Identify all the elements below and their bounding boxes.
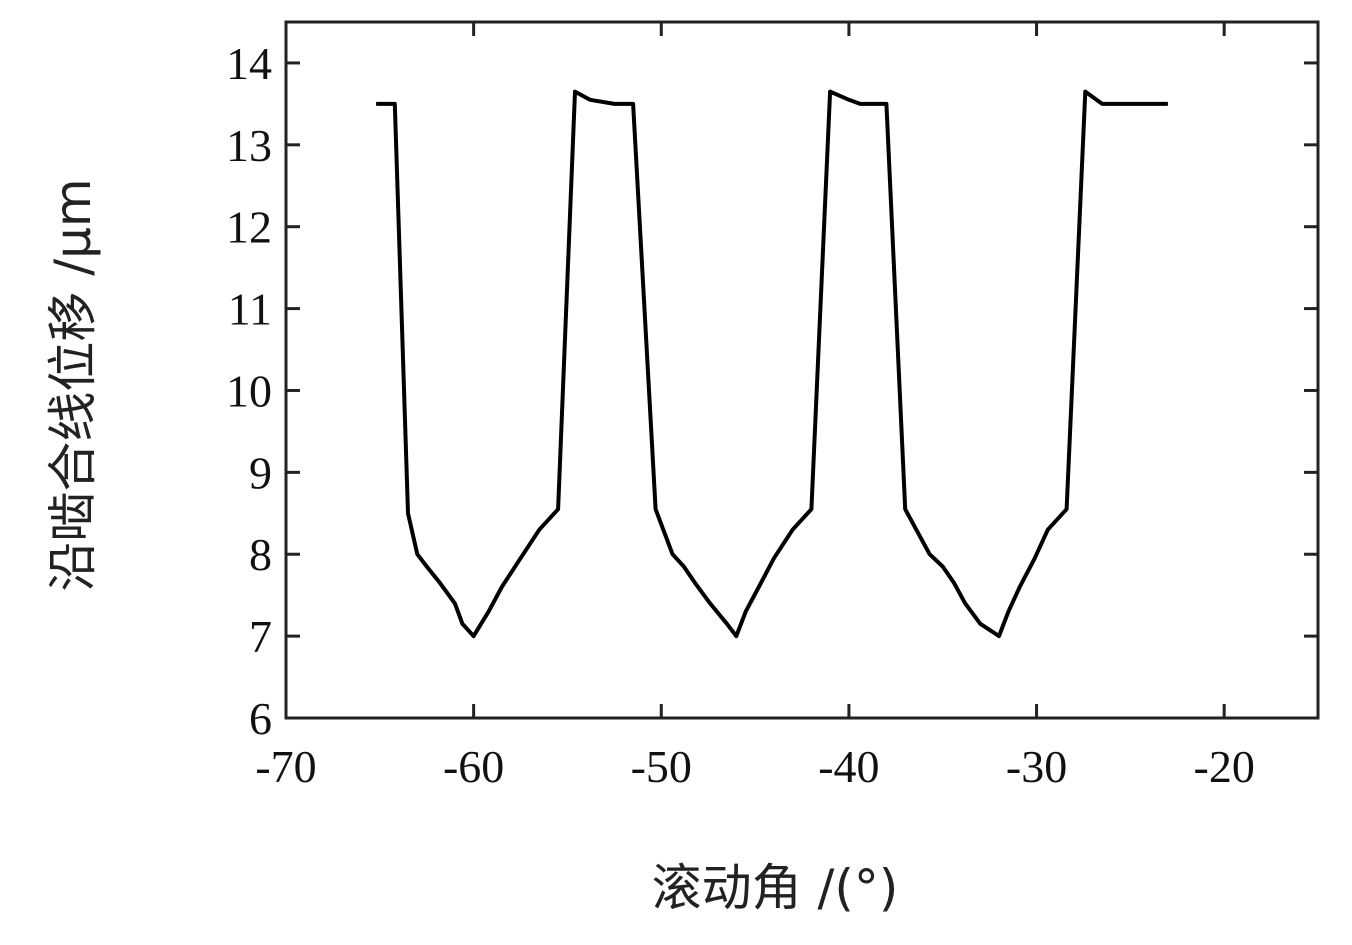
series-line-0: [376, 89, 1168, 639]
y-tick-label: 7: [249, 611, 272, 662]
y-tick-label: 8: [249, 529, 272, 580]
y-tick-label: 11: [228, 284, 272, 335]
x-tick-label: -30: [1006, 741, 1067, 792]
y-axis: 6 7 8 9 10 11 12 13 14: [226, 38, 1318, 744]
x-tick-label: -40: [818, 741, 879, 792]
y-tick-label: 13: [226, 120, 272, 171]
x-tick-label: -20: [1194, 741, 1255, 792]
x-axis-title: 滚动角 /(°): [652, 859, 899, 917]
x-tick-label: -70: [255, 741, 316, 792]
x-axis: -70 -60 -50 -40 -30 -20: [255, 22, 1255, 792]
plot-frame: [284, 20, 1320, 720]
y-tick-label: 12: [226, 202, 272, 253]
y-tick-label: 9: [249, 447, 272, 498]
x-tick-label: -50: [631, 741, 692, 792]
series-layer: [376, 89, 1168, 639]
y-tick-label: 10: [226, 365, 272, 416]
y-axis-title: 沿啮合线位移 /μm: [44, 178, 102, 591]
y-tick-label: 14: [226, 38, 272, 89]
x-tick-label: -60: [443, 741, 504, 792]
y-tick-label: 6: [249, 693, 272, 744]
